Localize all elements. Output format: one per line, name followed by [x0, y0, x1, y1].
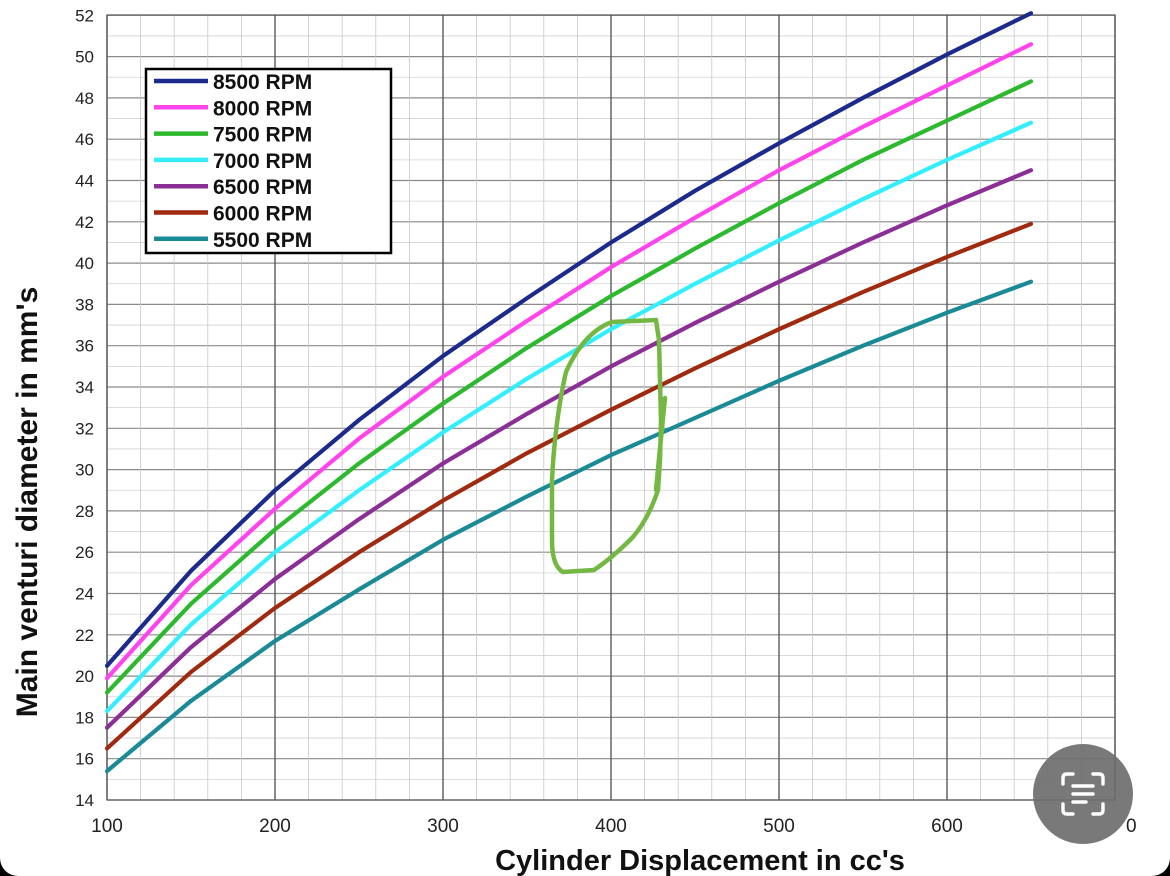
x-tick-label-partial: 0 — [1126, 816, 1137, 837]
y-tick-label: 16 — [75, 750, 94, 769]
y-tick-label: 24 — [75, 585, 94, 604]
y-tick-label: 28 — [75, 502, 94, 521]
series-line-6000-rpm — [104, 221, 1034, 751]
legend-label: 6000 RPM — [213, 203, 312, 226]
y-tick-label: 18 — [75, 708, 94, 727]
legend-label: 6500 RPM — [213, 176, 312, 199]
legend-label: 5500 RPM — [213, 229, 312, 252]
text-scan-button[interactable] — [1033, 744, 1133, 844]
y-tick-label: 44 — [75, 172, 94, 191]
y-tick-label: 38 — [75, 295, 94, 314]
y-tick-label: 32 — [75, 419, 94, 438]
x-tick-label: 300 — [427, 816, 459, 837]
y-tick-label: 14 — [75, 791, 94, 810]
y-tick-label: 22 — [75, 626, 94, 645]
y-tick-label: 30 — [75, 461, 94, 480]
x-tick-label: 500 — [763, 816, 795, 837]
series-line-6500-rpm — [104, 168, 1034, 730]
y-tick-label: 42 — [75, 213, 94, 232]
x-axis-title: Cylinder Displacement in cc's — [495, 845, 905, 876]
x-tick-label: 100 — [91, 816, 123, 837]
series-line-7000-rpm — [104, 120, 1034, 714]
y-axis-title: Main venturi diameter in mm's — [11, 287, 44, 718]
series-line-7500-rpm — [104, 79, 1034, 695]
y-tick-label: 50 — [75, 48, 94, 67]
y-tick-label: 52 — [75, 6, 94, 25]
legend-label: 7000 RPM — [213, 150, 312, 173]
y-tick-label: 46 — [75, 130, 94, 149]
legend-label: 8500 RPM — [213, 71, 312, 94]
plot-border — [106, 14, 1116, 801]
series-line-8000-rpm — [104, 42, 1034, 681]
x-tick-label: 600 — [931, 816, 963, 837]
series-line-8500-rpm — [104, 11, 1034, 668]
y-tick-label: 26 — [75, 543, 94, 562]
text-scan-icon — [1061, 772, 1105, 816]
legend-label: 7500 RPM — [213, 124, 312, 147]
hand-drawn-circle-annotation — [549, 317, 668, 575]
y-tick-label: 34 — [75, 378, 94, 397]
y-tick-label: 20 — [75, 667, 94, 686]
y-tick-label: 36 — [75, 337, 94, 356]
y-tick-label: 48 — [75, 89, 94, 108]
legend-label: 8000 RPM — [213, 97, 312, 120]
series-line-5500-rpm — [104, 279, 1034, 774]
y-tick-label: 40 — [75, 254, 94, 273]
x-tick-label: 400 — [595, 816, 627, 837]
x-tick-label: 200 — [259, 816, 291, 837]
